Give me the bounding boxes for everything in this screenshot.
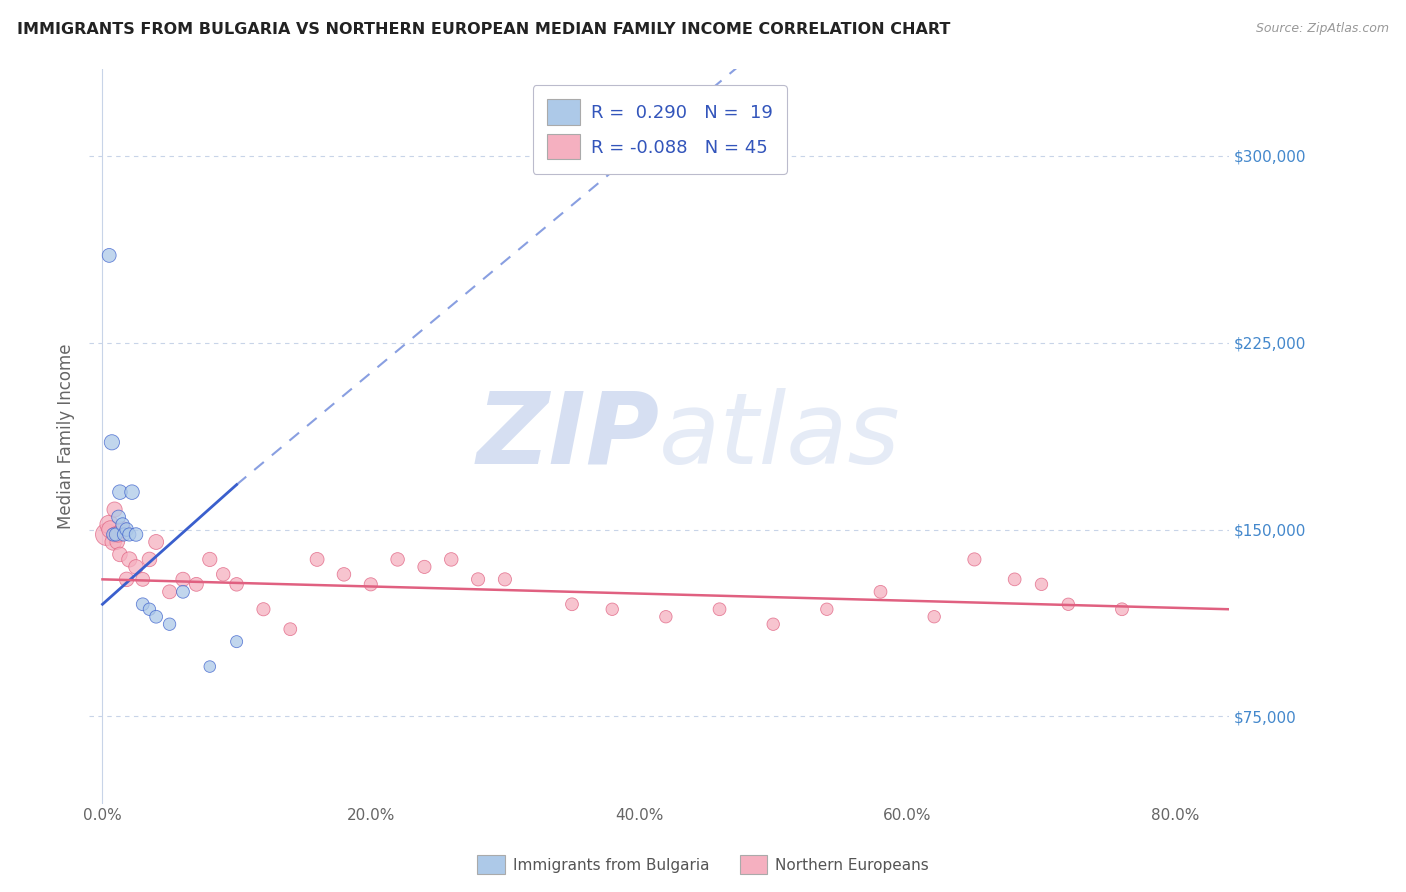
Text: Source: ZipAtlas.com: Source: ZipAtlas.com xyxy=(1256,22,1389,36)
Point xyxy=(494,572,516,586)
Y-axis label: Median Family Income: Median Family Income xyxy=(58,343,75,529)
Point xyxy=(96,527,118,541)
Point xyxy=(1004,572,1026,586)
Point xyxy=(103,502,125,516)
Text: atlas: atlas xyxy=(659,387,901,484)
Point xyxy=(198,659,221,673)
Point xyxy=(922,609,945,624)
Point xyxy=(145,535,167,549)
Point xyxy=(111,517,134,532)
Point xyxy=(212,567,235,582)
Point xyxy=(307,552,329,566)
Text: IMMIGRANTS FROM BULGARIA VS NORTHERN EUROPEAN MEDIAN FAMILY INCOME CORRELATION C: IMMIGRANTS FROM BULGARIA VS NORTHERN EUR… xyxy=(17,22,950,37)
Point xyxy=(600,602,623,616)
Point xyxy=(98,517,121,532)
Point xyxy=(103,535,125,549)
Point xyxy=(360,577,382,591)
Point xyxy=(100,523,122,537)
Point xyxy=(138,552,160,566)
Legend: R =  0.290   N =  19, R = -0.088   N = 45: R = 0.290 N = 19, R = -0.088 N = 45 xyxy=(533,85,787,174)
Point xyxy=(869,584,891,599)
Point xyxy=(762,617,785,632)
Point xyxy=(198,552,221,566)
Point xyxy=(278,622,301,636)
Point xyxy=(138,602,160,616)
Point xyxy=(225,577,247,591)
Point xyxy=(159,584,181,599)
Point xyxy=(107,510,129,524)
Point xyxy=(132,572,155,586)
Point xyxy=(815,602,838,616)
Point xyxy=(101,435,124,450)
Point xyxy=(145,609,167,624)
Point xyxy=(963,552,986,566)
Point xyxy=(98,248,121,262)
Point xyxy=(561,597,583,611)
Point xyxy=(112,527,135,541)
Point xyxy=(108,548,131,562)
Point xyxy=(105,535,128,549)
Point xyxy=(172,572,194,586)
Point xyxy=(709,602,731,616)
Point xyxy=(115,523,138,537)
Point xyxy=(132,597,155,611)
Point xyxy=(186,577,208,591)
Point xyxy=(125,560,148,574)
Point xyxy=(655,609,678,624)
Point xyxy=(387,552,409,566)
Text: ZIP: ZIP xyxy=(477,387,659,484)
Point xyxy=(107,527,129,541)
Point xyxy=(333,567,356,582)
Point xyxy=(172,584,194,599)
Point xyxy=(104,527,127,541)
Point xyxy=(1111,602,1133,616)
Point xyxy=(118,552,141,566)
Point xyxy=(121,485,143,500)
Point xyxy=(413,560,436,574)
Point xyxy=(104,527,127,541)
Point xyxy=(440,552,463,566)
Point xyxy=(252,602,274,616)
Point xyxy=(108,485,131,500)
Point xyxy=(125,527,148,541)
Point xyxy=(103,527,125,541)
Legend: Immigrants from Bulgaria, Northern Europeans: Immigrants from Bulgaria, Northern Europ… xyxy=(471,849,935,880)
Point xyxy=(225,634,247,648)
Point xyxy=(159,617,181,632)
Point xyxy=(467,572,489,586)
Point xyxy=(1057,597,1080,611)
Point xyxy=(111,523,134,537)
Point xyxy=(115,572,138,586)
Point xyxy=(1031,577,1053,591)
Point xyxy=(118,527,141,541)
